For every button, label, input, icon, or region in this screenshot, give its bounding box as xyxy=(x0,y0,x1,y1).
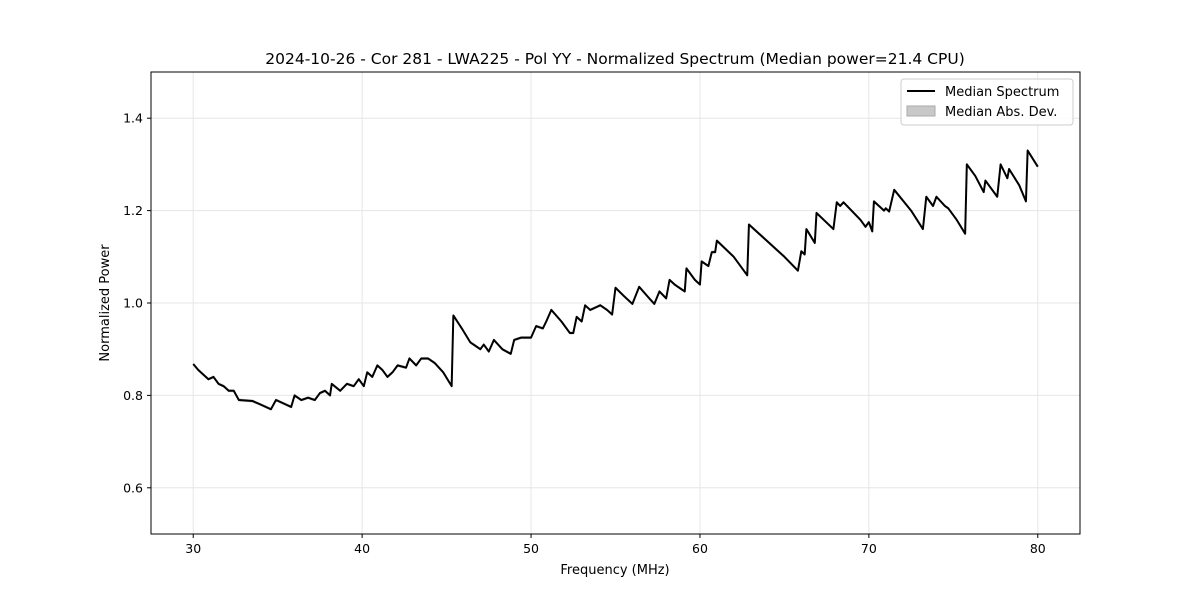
legend-box xyxy=(900,78,1074,126)
mad-band-area xyxy=(193,149,1038,411)
y-tick-label: 0.8 xyxy=(123,388,143,403)
y-axis-ticks: 0.6 0.8 1.0 1.2 1.4 xyxy=(123,111,151,495)
x-tick-label: 50 xyxy=(523,541,539,556)
grid xyxy=(151,72,1080,534)
legend-label-median-abs-dev: Median Abs. Dev. xyxy=(945,105,1057,120)
x-axis-ticks: 30 40 50 60 70 80 xyxy=(185,534,1046,556)
legend-band-swatch xyxy=(906,105,936,117)
chart-title: 2024-10-26 - Cor 281 - LWA225 - Pol YY -… xyxy=(265,50,965,68)
x-axis-label: Frequency (MHz) xyxy=(560,563,669,578)
y-tick-label: 0.6 xyxy=(123,480,143,495)
legend: Median Spectrum Median Abs. Dev. xyxy=(900,78,1074,126)
y-tick-label: 1.0 xyxy=(123,296,143,311)
x-tick-label: 40 xyxy=(354,541,370,556)
median-spectrum-line xyxy=(192,149,1039,411)
x-tick-label: 70 xyxy=(861,541,877,556)
mad-band xyxy=(193,149,1038,411)
y-tick-label: 1.2 xyxy=(123,203,143,218)
legend-label-median-spectrum: Median Spectrum xyxy=(945,85,1059,100)
y-axis-label: Normalized Power xyxy=(98,244,113,362)
y-tick-label: 1.4 xyxy=(123,111,143,126)
x-tick-label: 60 xyxy=(692,541,708,556)
series-lines xyxy=(192,149,1039,411)
x-tick-label: 30 xyxy=(185,541,201,556)
x-tick-label: 80 xyxy=(1030,541,1046,556)
